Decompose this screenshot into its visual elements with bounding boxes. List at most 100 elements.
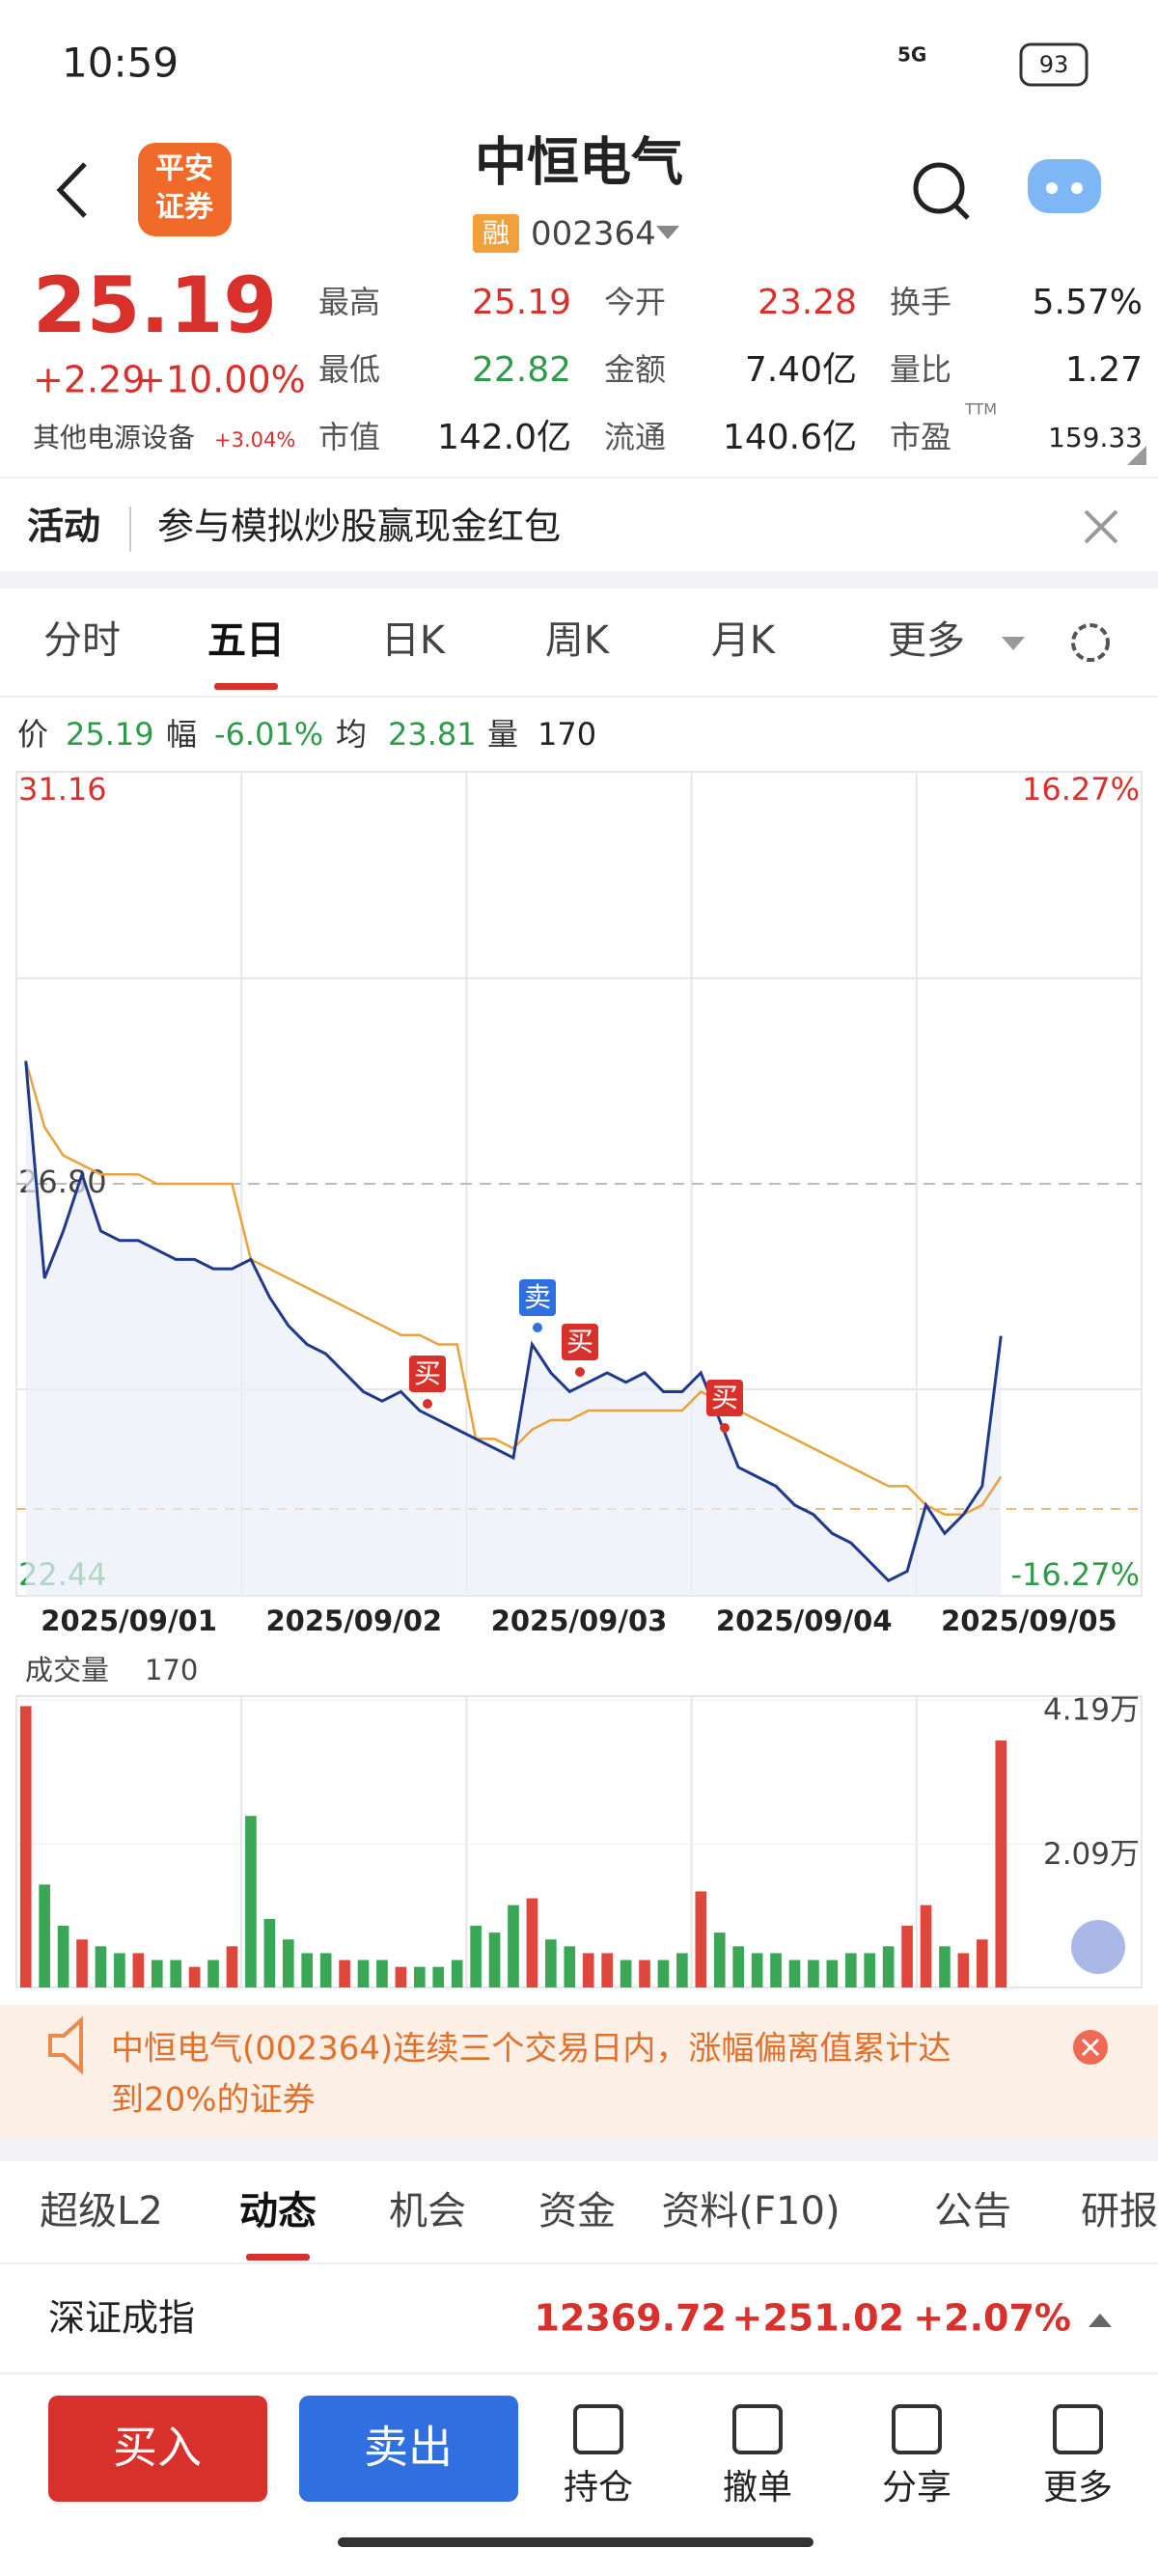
tab[interactable]: 月K (711, 618, 777, 663)
stock-code[interactable]: 002364 (531, 215, 656, 254)
volume-bar (226, 1946, 238, 1987)
stat-label: 金额 (604, 351, 666, 388)
section-tab[interactable]: 资料(F10) (661, 2189, 840, 2233)
volume-bar (713, 1932, 726, 1987)
logo-text: 证券 (155, 191, 214, 225)
close-activity[interactable] (1084, 509, 1118, 544)
volume-bar (39, 1884, 50, 1987)
assistant[interactable] (1028, 159, 1101, 213)
spacer (0, 571, 1158, 589)
stat-label: 换手 (890, 284, 951, 320)
volume-bar (639, 1959, 650, 1987)
tab[interactable]: 分时 (43, 618, 121, 663)
info-value: -6.01% (214, 716, 323, 753)
speaker (48, 2015, 83, 2075)
section-tab[interactable]: 动态 (239, 2189, 317, 2233)
volume-bar (844, 1953, 857, 1987)
section-tab[interactable]: 资金 (538, 2189, 616, 2233)
volume-bar (413, 1966, 426, 1987)
code-dropdown[interactable] (656, 226, 679, 239)
volume-bar (301, 1953, 314, 1987)
change: +2.29 (33, 359, 145, 401)
search-handle (953, 204, 970, 220)
x-tick-label: 2025/09/02 (265, 1604, 442, 1637)
volume-bar (114, 1953, 125, 1987)
stat-label: 最低 (318, 351, 380, 388)
fullscreen-button[interactable] (1071, 1920, 1125, 1974)
volume-bar (188, 1966, 201, 1987)
tab[interactable]: 五日 (207, 618, 285, 663)
stat-label: 今开 (604, 284, 666, 320)
change-pct: +10.00% (135, 359, 306, 401)
stock-name: 中恒电气 (475, 132, 683, 193)
search[interactable] (913, 162, 965, 214)
activity-text[interactable]: 参与模拟炒股赢现金红包 (157, 506, 561, 548)
expand-corner[interactable] (1127, 446, 1146, 465)
back-button[interactable] (56, 162, 87, 218)
volume-bar (395, 1966, 407, 1987)
volume-bar (526, 1898, 538, 1987)
volume-bar (995, 1740, 1007, 1987)
buy-label: 买入 (113, 2422, 202, 2474)
section-tab[interactable]: 机会 (389, 2189, 466, 2233)
sector-change: +3.04% (214, 428, 295, 452)
sell-button[interactable] (299, 2396, 518, 2502)
alert-text[interactable]: 中恒电气(002364)连续三个交易日内，涨幅偏离值累计达 (111, 2030, 951, 2069)
section-tab[interactable]: 超级L2 (40, 2189, 163, 2233)
volume-bar (95, 1946, 107, 1987)
volume-bar (751, 1953, 763, 1987)
volume-bar (488, 1932, 501, 1987)
info-value: 23.81 (388, 716, 477, 753)
trade-marker (409, 1356, 446, 1392)
index-toggle[interactable] (1089, 2314, 1112, 2327)
alert-text[interactable]: 到20%的证券 (111, 2081, 316, 2120)
action-icon[interactable] (892, 2404, 942, 2454)
badge-bg (473, 214, 519, 253)
logo (138, 143, 232, 236)
trade-dot (575, 1367, 585, 1377)
volume-bar (732, 1946, 745, 1987)
volume-last: 170 (145, 1654, 198, 1686)
more-dropdown (1002, 637, 1025, 650)
trade-marker (706, 1380, 743, 1416)
x-tick-label: 2025/09/03 (491, 1604, 668, 1637)
tab[interactable]: 周K (545, 618, 611, 663)
activity-tag: 活动 (27, 506, 100, 548)
volume-bar (788, 1959, 801, 1987)
volume-bar (939, 1946, 951, 1987)
volume-bar (76, 1939, 88, 1987)
price-area (25, 1060, 1002, 1596)
trade-marker-label: 买 (566, 1326, 593, 1357)
volume-bar (676, 1953, 688, 1987)
stat-label: 市值 (318, 419, 380, 455)
trade-marker (519, 1279, 556, 1316)
status-time: 10:59 (62, 40, 179, 87)
volume-bar (770, 1953, 782, 1987)
spacer (0, 2138, 1158, 2161)
settings[interactable] (1071, 623, 1110, 662)
volume-bar (57, 1925, 69, 1987)
battery-frame (1019, 42, 1089, 87)
tab[interactable]: 日K (381, 618, 447, 663)
action-label: 持仓 (564, 2468, 633, 2507)
action-icon[interactable] (732, 2404, 783, 2454)
volume-bar (695, 1891, 707, 1987)
badge: 融 (482, 217, 510, 249)
section-tab[interactable]: 研报 (1081, 2189, 1158, 2233)
stat-value: 25.19 (472, 283, 571, 322)
tab[interactable]: 更多 (888, 618, 965, 663)
volume-bar (263, 1918, 276, 1987)
alert-bg (0, 2005, 1158, 2138)
section-tab[interactable]: 公告 (934, 2189, 1011, 2233)
action-icon[interactable] (573, 2404, 623, 2454)
buy-button[interactable] (48, 2396, 267, 2502)
trade-marker-label: 买 (414, 1357, 441, 1389)
battery: 93 (1039, 51, 1069, 78)
sector[interactable]: 其他电源设备 (33, 422, 195, 453)
volume-bar (339, 1959, 350, 1987)
y-tick-label: 31.16 (18, 771, 107, 808)
info-label: 量 (487, 716, 518, 753)
trade-dot (423, 1399, 432, 1409)
info-label: 均 (336, 716, 367, 753)
action-icon[interactable] (1053, 2404, 1103, 2454)
